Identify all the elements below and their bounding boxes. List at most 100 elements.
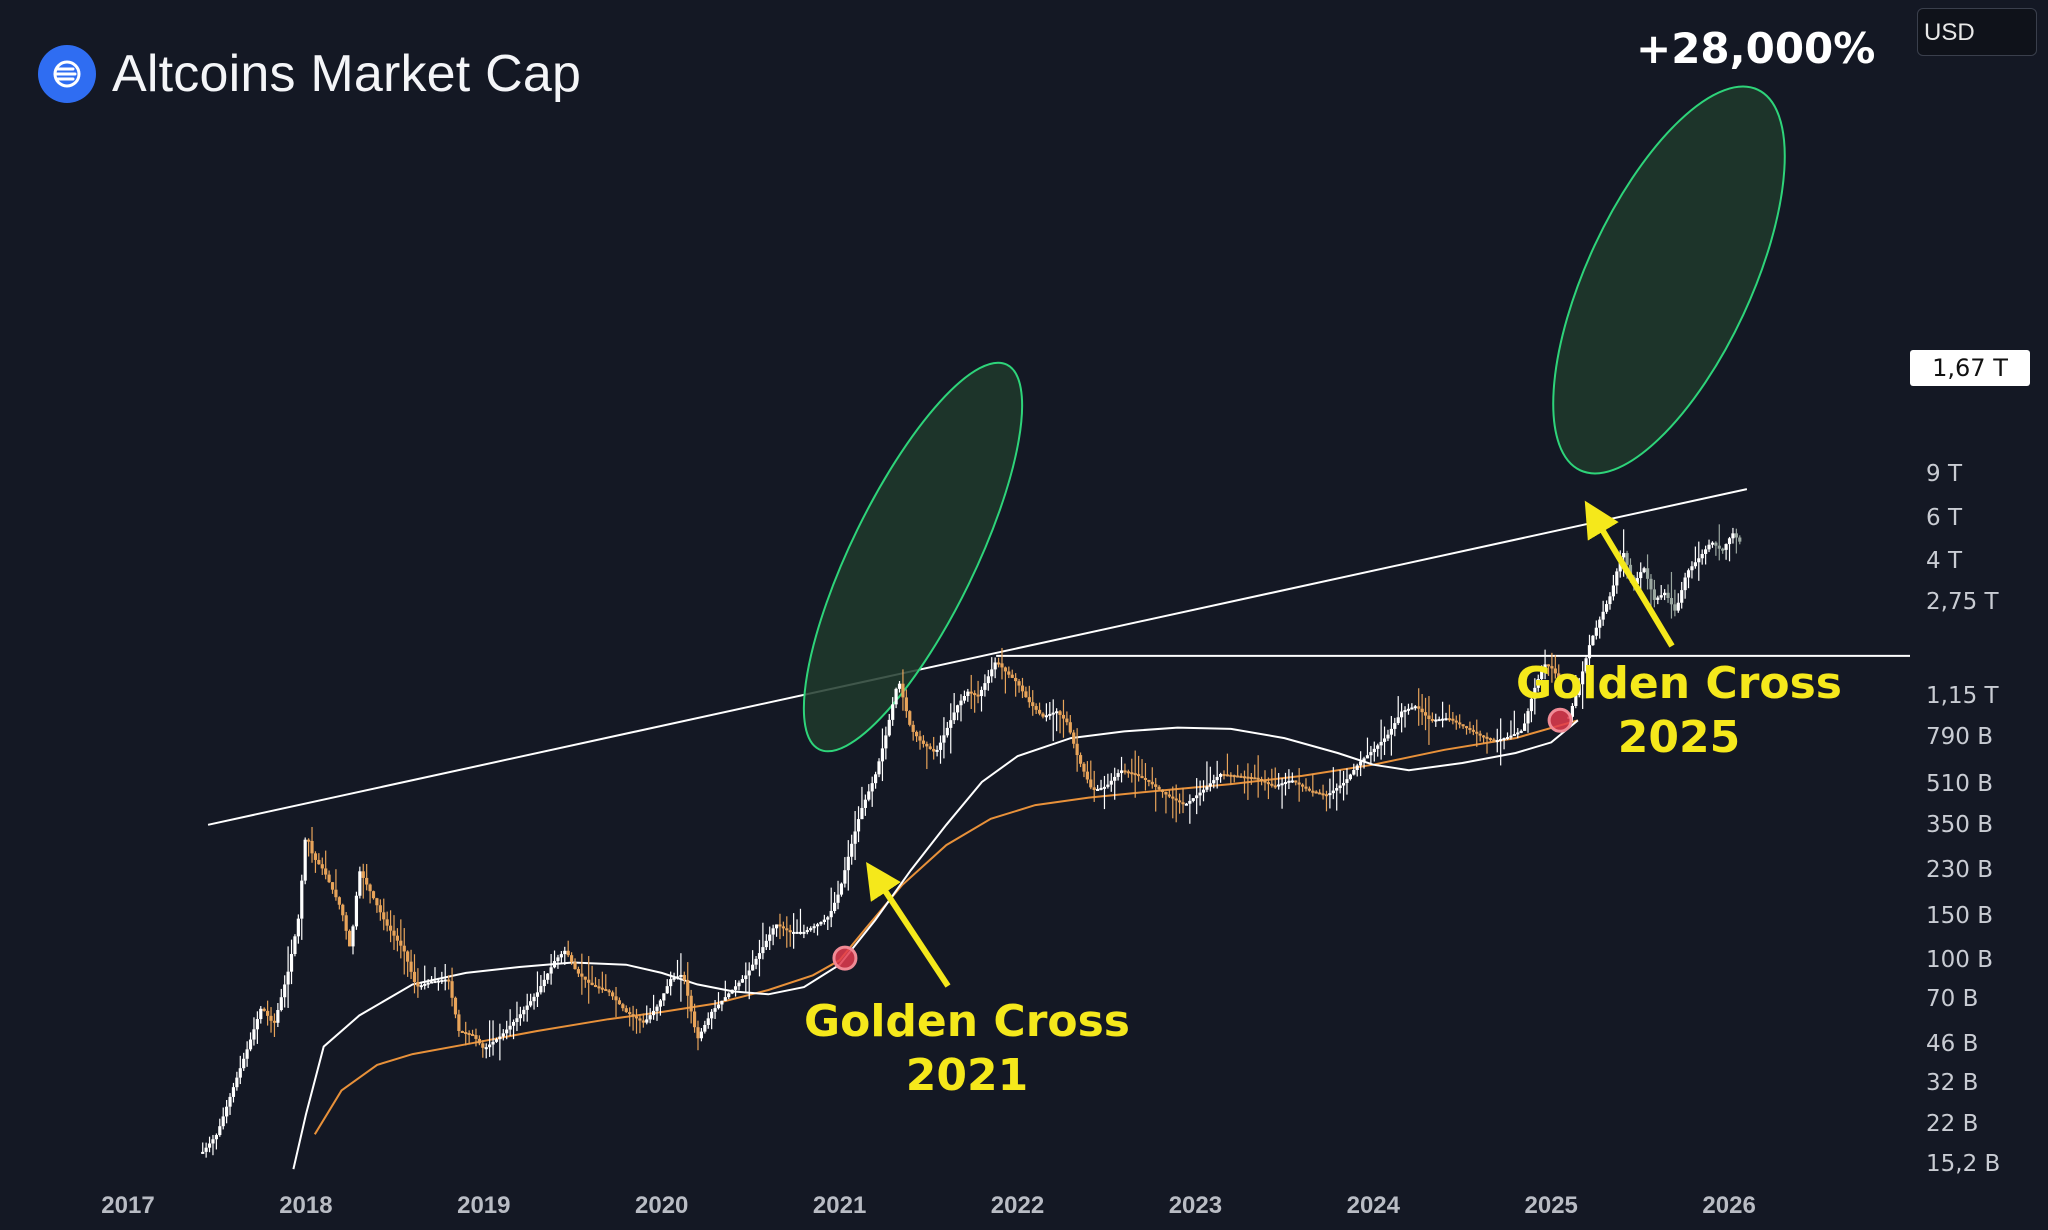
price-candle-body — [228, 1096, 232, 1107]
price-candle-body — [566, 950, 570, 956]
price-candle-body — [1085, 771, 1089, 780]
price-candle-body — [645, 1019, 649, 1023]
y-tick-label: 15,2 B — [1926, 1151, 2001, 1177]
price-candle-body — [880, 748, 885, 762]
currency-selector[interactable]: USD — [1917, 8, 2037, 56]
price-candle-body — [1017, 681, 1021, 686]
price-candle-body — [279, 997, 283, 1011]
price-candle-body — [1044, 715, 1048, 718]
price-candle-body — [1318, 792, 1322, 795]
price-candle-body — [235, 1077, 239, 1088]
projection-candle-body — [1673, 604, 1677, 611]
price-candle-body — [1410, 707, 1414, 710]
price-candle-body — [1536, 679, 1540, 688]
price-candle-body — [887, 719, 891, 736]
price-candle-body — [856, 819, 861, 832]
price-candle-body — [1061, 714, 1066, 719]
price-candle-body — [576, 969, 581, 974]
price-candle-body — [1215, 776, 1219, 781]
price-candle-body — [1533, 687, 1537, 699]
price-candle-body — [1478, 733, 1482, 736]
price-candle-body — [320, 864, 324, 869]
projection-candle-body — [1642, 568, 1646, 573]
price-candle-body — [1283, 782, 1288, 785]
price-candle-body — [498, 1036, 502, 1040]
price-candle-body — [1543, 664, 1547, 671]
price-candle-body — [289, 953, 294, 972]
price-candle-body — [1335, 788, 1339, 791]
y-tick-label: 22 B — [1926, 1111, 1979, 1138]
price-candle-body — [552, 961, 557, 968]
price-candle-body — [966, 691, 970, 696]
price-candle-body — [518, 1014, 522, 1019]
price-candle-body — [672, 977, 676, 980]
price-candle-body — [938, 742, 943, 750]
price-candle-body — [634, 1016, 639, 1019]
x-tick-label: 2019 — [457, 1192, 511, 1219]
price-candle-body — [474, 1035, 478, 1039]
price-candle-body — [1314, 791, 1318, 794]
price-candle-body — [330, 882, 335, 890]
price-candle-body — [1181, 802, 1185, 805]
price-candle-body — [1195, 795, 1199, 799]
projection-candle-body — [1635, 578, 1639, 585]
price-candle-body — [1406, 708, 1411, 711]
price-candle-body — [1427, 715, 1431, 720]
price-candle-body — [1546, 664, 1551, 667]
price-candle-body — [488, 1044, 492, 1048]
price-candle-body — [593, 985, 598, 988]
price-candle-body — [744, 975, 748, 980]
price-candle-body — [515, 1018, 519, 1022]
price-candle-body — [1553, 668, 1557, 674]
price-candle-body — [508, 1025, 512, 1030]
price-candle-body — [1475, 731, 1479, 734]
price-candle-body — [1400, 711, 1404, 718]
price-candle-body — [628, 1012, 632, 1015]
price-candle-body — [371, 891, 376, 899]
price-candle-body — [245, 1049, 249, 1059]
price-candle-body — [798, 931, 803, 934]
projection-candle-body — [1591, 635, 1595, 646]
price-candle-body — [1338, 785, 1342, 789]
price-candle-body — [549, 967, 553, 974]
price-candle-body — [897, 683, 902, 689]
price-candle-body — [764, 940, 768, 948]
price-candle-body — [1130, 772, 1134, 775]
projection-candle-body — [1738, 537, 1742, 542]
price-candle-body — [307, 839, 311, 842]
price-candle-body — [546, 973, 550, 980]
projection-candle-body — [1656, 597, 1660, 600]
projection-candle-body — [1598, 619, 1602, 628]
y-tick-label: 790 B — [1926, 723, 1993, 750]
projection-candle-body — [1594, 627, 1598, 636]
price-candle-body — [665, 986, 669, 994]
price-candle-body — [962, 695, 967, 701]
price-candle-body — [614, 996, 618, 1001]
price-candle-body — [1154, 784, 1158, 787]
price-candle-body — [1266, 782, 1271, 785]
price-candle-body — [843, 870, 847, 884]
price-candle-body — [631, 1014, 635, 1017]
price-candle-body — [1307, 788, 1311, 791]
projection-candle-body — [1727, 538, 1732, 545]
price-candle-body — [1413, 706, 1417, 709]
price-candle-body — [983, 683, 987, 690]
price-candle-body — [1208, 783, 1212, 787]
price-candle-body — [225, 1106, 229, 1117]
price-candle-body — [1119, 770, 1124, 774]
price-candle-body — [928, 746, 932, 749]
price-candle-body — [1509, 735, 1513, 738]
price-candle-body — [1020, 685, 1025, 692]
price-candle-body — [638, 1018, 642, 1021]
price-candle-body — [716, 1004, 721, 1009]
golden-cross-2021-year: 2021 — [905, 1050, 1029, 1101]
price-candle-body — [891, 704, 895, 720]
price-candle-body — [1365, 755, 1370, 759]
price-candle-body — [969, 691, 973, 694]
golden-cross-2025-label: Golden Cross 2025 — [1516, 657, 1842, 765]
price-candle-body — [542, 979, 546, 987]
price-candle-body — [761, 947, 765, 954]
projection-candle-body — [1645, 568, 1650, 579]
x-tick-label: 2025 — [1524, 1192, 1578, 1219]
